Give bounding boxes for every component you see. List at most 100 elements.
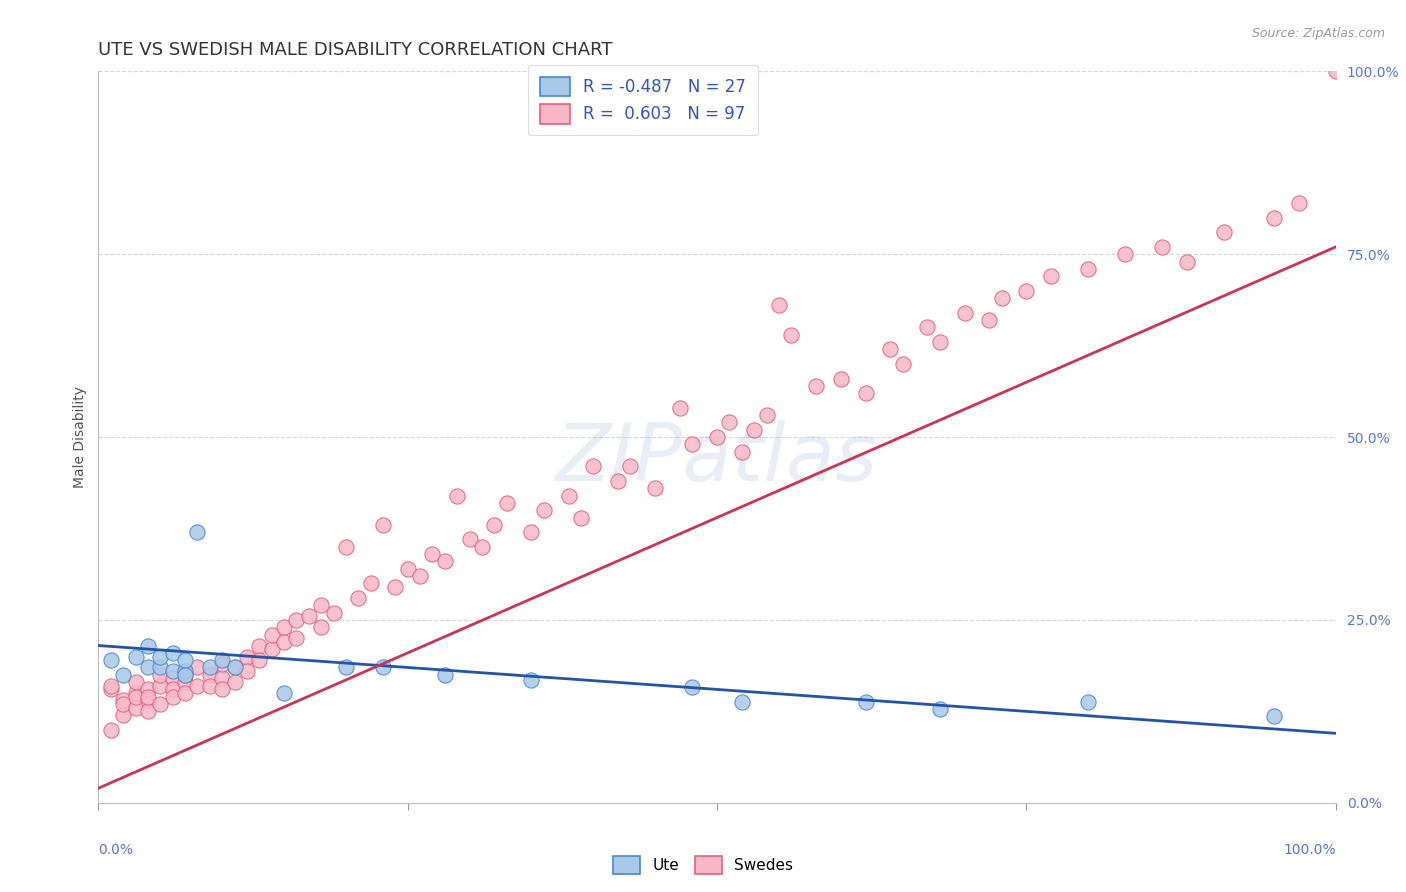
Point <box>186 660 208 674</box>
Point <box>1114 247 1136 261</box>
Point <box>149 667 172 681</box>
Point <box>433 554 456 568</box>
Point <box>619 459 641 474</box>
Point <box>409 569 432 583</box>
Text: 100.0%: 100.0% <box>1284 843 1336 857</box>
Point <box>124 700 146 714</box>
Point <box>211 653 233 667</box>
Point <box>742 423 765 437</box>
Point <box>384 580 406 594</box>
Text: 0.0%: 0.0% <box>98 843 134 857</box>
Point <box>236 649 259 664</box>
Point <box>162 672 184 686</box>
Point <box>273 635 295 649</box>
Point <box>1077 261 1099 276</box>
Point <box>136 660 159 674</box>
Point <box>347 591 370 605</box>
Point <box>273 620 295 634</box>
Point <box>136 682 159 697</box>
Point <box>1263 211 1285 225</box>
Point <box>495 496 517 510</box>
Point <box>644 481 666 495</box>
Point <box>124 675 146 690</box>
Point <box>224 660 246 674</box>
Point <box>124 690 146 704</box>
Point <box>458 533 481 547</box>
Point <box>1175 254 1198 268</box>
Point <box>186 679 208 693</box>
Text: UTE VS SWEDISH MALE DISABILITY CORRELATION CHART: UTE VS SWEDISH MALE DISABILITY CORRELATI… <box>98 41 613 59</box>
Point <box>260 627 283 641</box>
Point <box>174 664 197 678</box>
Point <box>162 682 184 697</box>
Point <box>136 690 159 704</box>
Point <box>855 695 877 709</box>
Point <box>198 667 221 681</box>
Legend: Ute, Swedes: Ute, Swedes <box>606 850 800 880</box>
Point <box>1077 695 1099 709</box>
Point <box>731 695 754 709</box>
Point <box>731 444 754 458</box>
Point <box>112 697 135 711</box>
Point <box>136 705 159 719</box>
Point <box>681 680 703 694</box>
Point <box>718 416 741 430</box>
Point <box>928 334 950 349</box>
Point <box>768 298 790 312</box>
Point <box>607 474 630 488</box>
Point <box>149 697 172 711</box>
Point <box>298 609 321 624</box>
Point <box>309 620 332 634</box>
Point <box>174 686 197 700</box>
Point <box>520 525 543 540</box>
Point <box>198 660 221 674</box>
Point <box>224 675 246 690</box>
Point <box>247 653 270 667</box>
Point <box>371 517 394 532</box>
Point <box>879 343 901 357</box>
Point <box>211 657 233 671</box>
Point <box>484 517 506 532</box>
Point <box>422 547 444 561</box>
Point <box>917 320 939 334</box>
Point <box>855 386 877 401</box>
Point <box>211 672 233 686</box>
Point <box>1213 225 1236 239</box>
Point <box>433 667 456 681</box>
Point <box>236 664 259 678</box>
Text: ZIPatlas: ZIPatlas <box>555 420 879 498</box>
Point <box>100 723 122 737</box>
Point <box>211 682 233 697</box>
Point <box>198 679 221 693</box>
Point <box>162 664 184 678</box>
Point <box>360 576 382 591</box>
Point <box>322 606 344 620</box>
Point <box>1263 709 1285 723</box>
Point <box>162 646 184 660</box>
Point <box>100 682 122 697</box>
Point <box>309 599 332 613</box>
Legend: R = -0.487   N = 27, R =  0.603   N = 97: R = -0.487 N = 27, R = 0.603 N = 97 <box>529 65 758 136</box>
Point <box>174 667 197 681</box>
Point <box>830 371 852 385</box>
Point <box>520 673 543 687</box>
Point <box>979 313 1001 327</box>
Point <box>174 653 197 667</box>
Point <box>669 401 692 415</box>
Point <box>260 642 283 657</box>
Point <box>136 693 159 707</box>
Point <box>335 540 357 554</box>
Point <box>471 540 494 554</box>
Point <box>804 379 827 393</box>
Point <box>124 686 146 700</box>
Point <box>396 562 419 576</box>
Point <box>755 408 778 422</box>
Point <box>1040 269 1063 284</box>
Point <box>928 702 950 716</box>
Point <box>149 649 172 664</box>
Point <box>174 675 197 690</box>
Point <box>953 306 976 320</box>
Point <box>273 686 295 700</box>
Point <box>100 679 122 693</box>
Point <box>335 660 357 674</box>
